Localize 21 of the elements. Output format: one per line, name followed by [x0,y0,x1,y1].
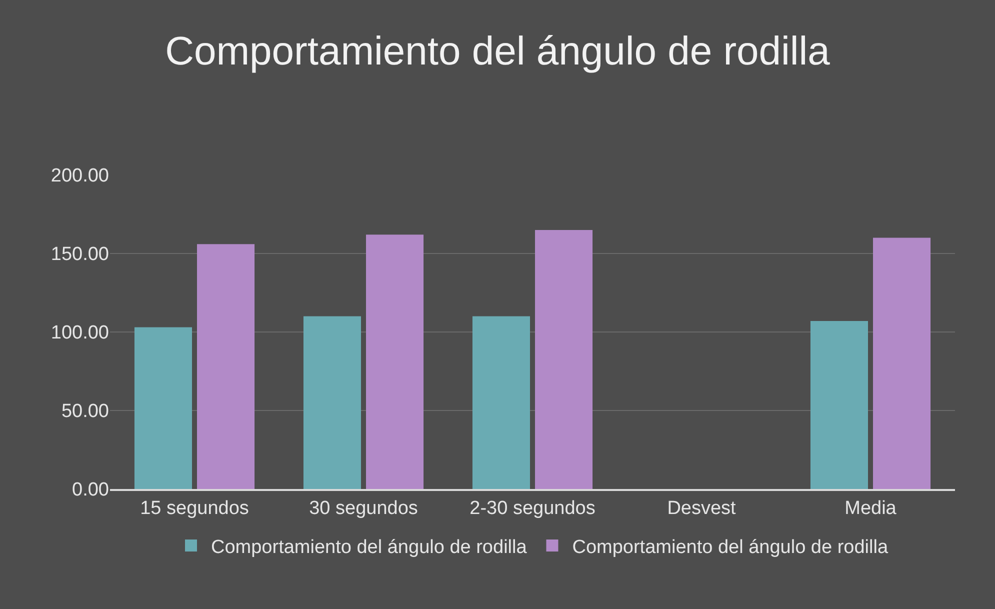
legend-label: Comportamiento del ángulo de rodilla [572,536,888,558]
bar [472,316,530,489]
y-tick-label: 200.00 [50,166,109,187]
x-tick-label: 2-30 segundos [470,498,596,519]
bar [197,244,255,489]
bar [810,321,868,489]
y-tick-label: 150.00 [50,244,109,266]
bar [366,234,424,489]
bar [134,327,192,489]
bar [873,238,931,489]
chart-title: Comportamiento del ángulo de rodilla [165,30,831,74]
x-tick-label: Desvest [667,498,737,519]
y-tick-label: 0.00 [72,480,109,501]
x-tick-label: 30 segundos [309,498,418,519]
x-tick-label: 15 segundos [140,498,249,519]
legend-label: Comportamiento del ángulo de rodilla [211,536,528,558]
bar [303,316,361,489]
y-tick-label: 50.00 [61,401,109,422]
bar [535,230,593,489]
y-tick-label: 100.00 [50,322,109,344]
x-tick-label: Media [844,498,897,519]
